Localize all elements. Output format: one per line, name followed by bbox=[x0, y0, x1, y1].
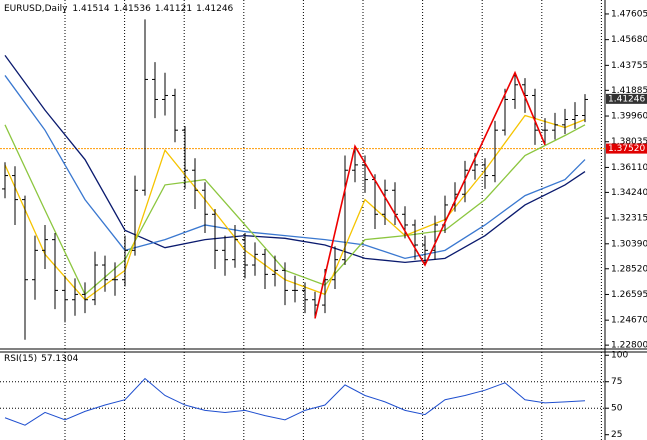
y-tick-label: 1.47605 bbox=[611, 9, 647, 19]
header-close: 1.41246 bbox=[196, 4, 233, 14]
rsi-line bbox=[4, 377, 586, 426]
y-tick-label: 75 bbox=[611, 377, 622, 387]
moving-average bbox=[4, 75, 586, 260]
y-tick-label: 1.34240 bbox=[611, 188, 647, 198]
y-tick-label: 1.36110 bbox=[611, 163, 647, 173]
y-tick-label: 1.22800 bbox=[611, 341, 647, 351]
header-low: 1.41121 bbox=[155, 4, 192, 14]
y-tick-label: 1.30390 bbox=[611, 239, 647, 249]
level-tag-label: 1.37520 bbox=[608, 144, 645, 154]
y-tick-label: 1.24670 bbox=[611, 316, 647, 326]
rsi-title: RSI(15) 57.1304 bbox=[4, 354, 79, 364]
y-tick-label: 1.26595 bbox=[611, 290, 647, 300]
rsi-name: RSI(15) bbox=[4, 354, 37, 364]
y-tick-label: 1.38035 bbox=[611, 137, 647, 147]
y-tick-label: 1.41885 bbox=[611, 86, 647, 96]
zigzag bbox=[314, 70, 546, 319]
rsi-value: 57.1304 bbox=[41, 354, 78, 364]
y-tick-label: 1.45680 bbox=[611, 35, 647, 45]
y-tick-label: 50 bbox=[611, 404, 623, 414]
y-tick-label: 100 bbox=[611, 351, 628, 361]
chart-title: EURUSD,Daily 1.41514 1.41536 1.41121 1.41246 bbox=[4, 4, 234, 14]
y-tick-label: 1.43755 bbox=[611, 61, 647, 71]
y-tick-label: 1.28520 bbox=[611, 264, 647, 274]
y-tick-label: 1.39960 bbox=[611, 112, 647, 122]
y-tick-label: 25 bbox=[611, 430, 622, 440]
header-open: 1.41514 bbox=[72, 4, 109, 14]
symbol: EURUSD,Daily bbox=[4, 4, 68, 14]
level-tag bbox=[606, 143, 647, 154]
y-tick-label: 1.32315 bbox=[611, 214, 647, 224]
moving-average bbox=[4, 55, 586, 264]
header-high: 1.41536 bbox=[114, 4, 151, 14]
price-tag bbox=[606, 93, 647, 104]
price-tag-label: 1.41246 bbox=[608, 94, 645, 104]
